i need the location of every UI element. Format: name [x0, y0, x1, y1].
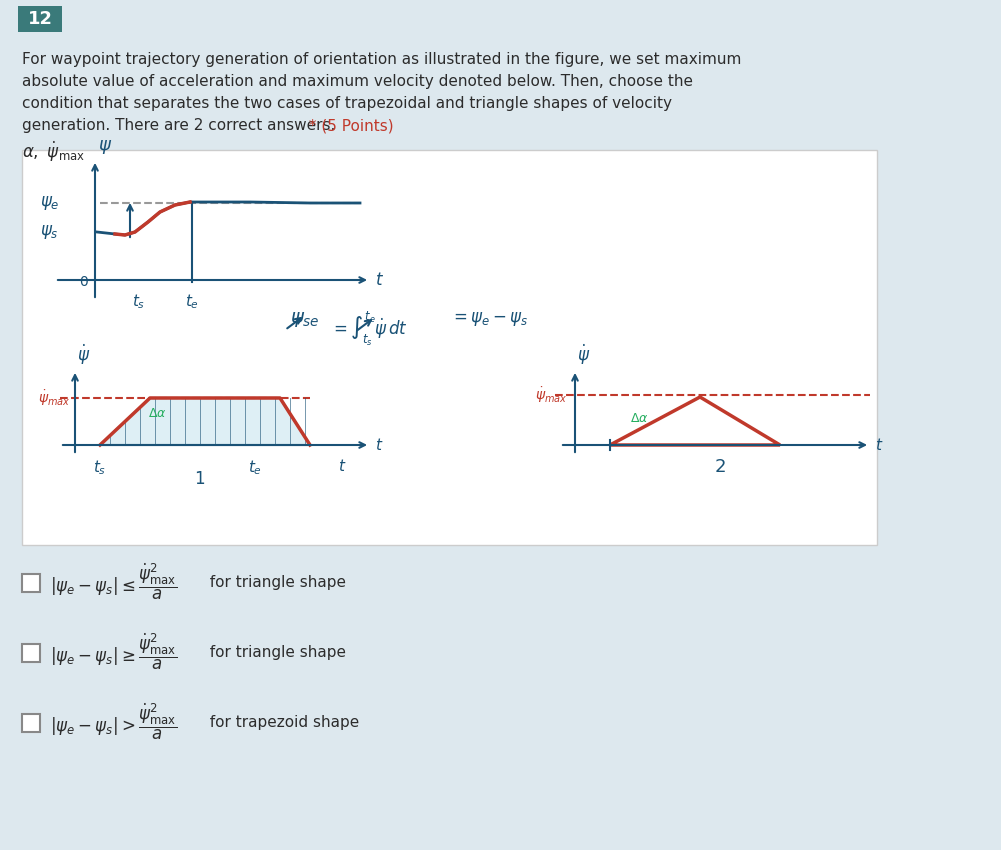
- FancyBboxPatch shape: [18, 6, 62, 32]
- Text: $|\psi_e - \psi_s| \geq \dfrac{\dot{\psi}^2_{\mathrm{max}}}{a}$: $|\psi_e - \psi_s| \geq \dfrac{\dot{\psi…: [50, 632, 177, 672]
- Text: $|\psi_e - \psi_s| > \dfrac{\dot{\psi}^2_{\mathrm{max}}}{a}$: $|\psi_e - \psi_s| > \dfrac{\dot{\psi}^2…: [50, 702, 177, 742]
- Text: $\dot{\psi}$: $\dot{\psi}$: [77, 343, 90, 367]
- Text: 12: 12: [27, 10, 52, 28]
- FancyBboxPatch shape: [22, 150, 877, 545]
- Text: for trapezoid shape: for trapezoid shape: [200, 715, 359, 729]
- Text: $2$: $2$: [714, 458, 726, 476]
- Text: for triangle shape: for triangle shape: [200, 644, 346, 660]
- Text: $\Delta\alpha$: $\Delta\alpha$: [148, 406, 166, 420]
- Text: $= \psi_e - \psi_s$: $= \psi_e - \psi_s$: [450, 310, 529, 328]
- Text: $t$: $t$: [375, 437, 383, 453]
- Text: $t_s$: $t_s$: [93, 458, 106, 477]
- Text: $t$: $t$: [875, 437, 884, 453]
- Text: $t_e$: $t_e$: [185, 292, 199, 311]
- Text: $\psi_e$: $\psi_e$: [40, 194, 60, 212]
- Text: $\dot{\psi}_{max}$: $\dot{\psi}_{max}$: [535, 385, 568, 405]
- Text: condition that separates the two cases of trapezoidal and triangle shapes of vel: condition that separates the two cases o…: [22, 96, 672, 111]
- Text: $t$: $t$: [375, 271, 384, 289]
- Text: for triangle shape: for triangle shape: [200, 575, 346, 590]
- FancyBboxPatch shape: [22, 644, 40, 662]
- Text: $= \int_{t_s}^{t_e} \dot{\psi}\, dt$: $= \int_{t_s}^{t_e} \dot{\psi}\, dt$: [330, 310, 408, 348]
- Text: $\alpha,\ \dot{\psi}_{\mathrm{max}}$: $\alpha,\ \dot{\psi}_{\mathrm{max}}$: [22, 140, 85, 164]
- Text: For waypoint trajectory generation of orientation as illustrated in the figure, : For waypoint trajectory generation of or…: [22, 52, 742, 67]
- Text: $\Delta\alpha$: $\Delta\alpha$: [630, 411, 649, 424]
- Text: $1$: $1$: [194, 470, 205, 488]
- Text: generation. There are 2 correct answers.: generation. There are 2 correct answers.: [22, 118, 335, 133]
- FancyBboxPatch shape: [22, 714, 40, 732]
- Text: 0: 0: [79, 275, 87, 289]
- Text: $t$: $t$: [338, 458, 346, 474]
- Text: * (5 Points): * (5 Points): [304, 118, 393, 133]
- Text: $t_e$: $t_e$: [248, 458, 262, 477]
- Text: $|\psi_e - \psi_s| \leq \dfrac{\dot{\psi}^2_{\mathrm{max}}}{a}$: $|\psi_e - \psi_s| \leq \dfrac{\dot{\psi…: [50, 562, 177, 602]
- Text: absolute value of acceleration and maximum velocity denoted below. Then, choose : absolute value of acceleration and maxim…: [22, 74, 693, 89]
- Polygon shape: [100, 398, 310, 445]
- Text: $\psi_{se}$: $\psi_{se}$: [290, 310, 319, 329]
- Text: $\psi_s$: $\psi_s$: [40, 223, 59, 241]
- Text: $\psi$: $\psi$: [98, 138, 112, 156]
- Text: $\dot{\psi}_{max}$: $\dot{\psi}_{max}$: [38, 388, 70, 408]
- Text: $\dot{\psi}$: $\dot{\psi}$: [577, 343, 591, 367]
- FancyBboxPatch shape: [22, 574, 40, 592]
- Text: $t_s$: $t_s$: [132, 292, 145, 311]
